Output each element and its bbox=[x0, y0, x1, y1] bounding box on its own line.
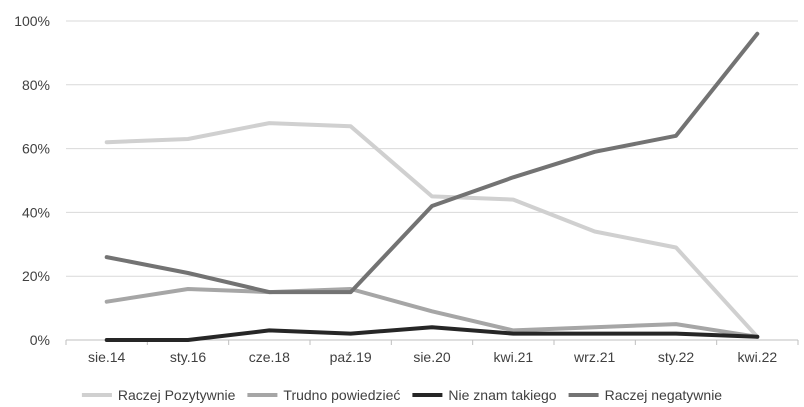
y-tick-label: 0% bbox=[30, 332, 50, 348]
y-tick-label: 100% bbox=[14, 13, 50, 29]
x-tick-label: wrz.21 bbox=[573, 349, 615, 365]
gridlines bbox=[66, 20, 798, 341]
y-tick-label: 40% bbox=[22, 204, 50, 220]
x-tick-label: sty.16 bbox=[170, 349, 207, 365]
x-tick-label: paź.19 bbox=[330, 349, 372, 365]
x-tick-label: sie.20 bbox=[413, 349, 451, 365]
x-tick-label: sty.22 bbox=[658, 349, 695, 365]
x-tick-label: kwi.21 bbox=[493, 349, 533, 365]
series-line bbox=[104, 287, 760, 339]
legend-label: Raczej negatywnie bbox=[605, 387, 723, 403]
legend-label: Raczej Pozytywnie bbox=[118, 387, 236, 403]
x-tick-label: sie.14 bbox=[88, 349, 126, 365]
legend: Raczej Pozytywnie Trudno powiedzieć Nie zn… bbox=[81, 387, 723, 403]
y-tick-label: 20% bbox=[22, 268, 50, 284]
series-line bbox=[104, 121, 760, 339]
legend-label: Nie znam takiego bbox=[448, 387, 556, 403]
series-line bbox=[104, 31, 760, 295]
y-tick-label: 80% bbox=[22, 77, 50, 93]
legend-label: Trudno powiedzieć bbox=[283, 387, 400, 403]
series-line bbox=[104, 325, 760, 342]
x-tick-label: kwi.22 bbox=[737, 349, 777, 365]
axes: 0% 20% 40% 60% 80% 100% sie.14 sty.16 cze.18 paź.… bbox=[14, 13, 799, 365]
x-tick-label: cze.18 bbox=[249, 349, 290, 365]
y-tick-label: 60% bbox=[22, 141, 50, 157]
series-lines bbox=[104, 31, 760, 342]
